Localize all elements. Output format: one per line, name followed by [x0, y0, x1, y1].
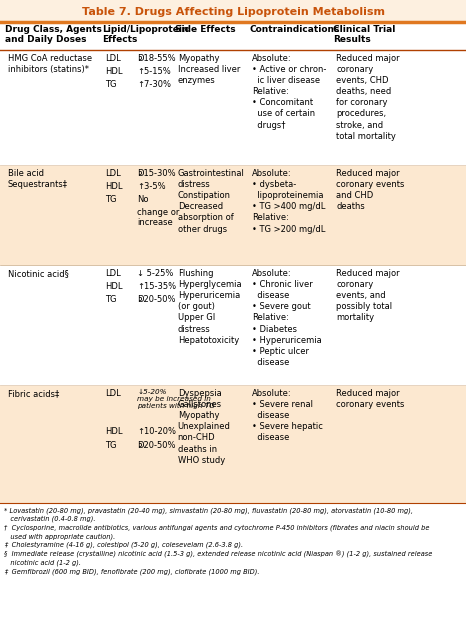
Text: HDL: HDL: [105, 427, 123, 436]
Text: No: No: [137, 195, 149, 204]
Text: Reduced major
coronary
events, and
possibly total
mortality: Reduced major coronary events, and possi…: [336, 269, 400, 323]
Text: ↑10-20%: ↑10-20%: [137, 427, 177, 436]
Text: Bile acid
Sequestrants‡: Bile acid Sequestrants‡: [7, 169, 68, 189]
Text: ↁ18-55%: ↁ18-55%: [137, 54, 176, 63]
Text: HDL: HDL: [105, 282, 123, 291]
Text: TG: TG: [105, 441, 117, 450]
Text: Side Effects: Side Effects: [175, 25, 235, 34]
Text: TG: TG: [105, 195, 117, 204]
Text: ↑15-35%: ↑15-35%: [137, 282, 177, 291]
Text: Myopathy
Increased liver
enzymes: Myopathy Increased liver enzymes: [178, 54, 240, 85]
Text: Reduced major
coronary
events, CHD
deaths, need
for coronary
procedures,
stroke,: Reduced major coronary events, CHD death…: [336, 54, 400, 141]
Text: Gastrointestinal
distress
Constipation
Decreased
absorption of
other drugs: Gastrointestinal distress Constipation D…: [178, 169, 245, 234]
Text: TG: TG: [105, 295, 117, 304]
Text: Reduced major
coronary events: Reduced major coronary events: [336, 389, 404, 409]
Text: Absolute:
• Severe renal
  disease
• Severe hepatic
  disease: Absolute: • Severe renal disease • Sever…: [252, 389, 323, 442]
Bar: [0, 265, 466, 385]
Text: TG: TG: [105, 80, 117, 89]
Text: ↓5-20%
may be increased in
patients with high TG: ↓5-20% may be increased in patients with…: [137, 389, 215, 409]
Bar: [0, 0, 466, 22]
Text: change or
increase: change or increase: [137, 208, 180, 227]
Text: Reduced major
coronary events
and CHD
deaths: Reduced major coronary events and CHD de…: [336, 169, 404, 211]
Text: HMG CoA reductase
inhibitors (statins)*: HMG CoA reductase inhibitors (statins)*: [7, 54, 92, 74]
Text: Absolute:
• Chronic liver
  disease
• Severe gout
Relative:
• Diabetes
• Hyperur: Absolute: • Chronic liver disease • Seve…: [252, 269, 322, 367]
Text: Contraindications: Contraindications: [249, 25, 340, 34]
Bar: [0, 50, 466, 165]
Text: Lipid/Lipoprotein
Effects: Lipid/Lipoprotein Effects: [103, 25, 189, 44]
Text: LDL: LDL: [105, 389, 121, 398]
Text: LDL: LDL: [105, 269, 121, 278]
Text: Clinical Trial
Results: Clinical Trial Results: [333, 25, 396, 44]
Text: Dyspepsia
Gallstones
Myopathy
Unexplained
non-CHD
deaths in
WHO study: Dyspepsia Gallstones Myopathy Unexplaine…: [178, 389, 231, 465]
Text: Flushing
Hyperglycemia
Hyperuricemia
(or gout)
Upper GI
distress
Hepatotoxicity: Flushing Hyperglycemia Hyperuricemia (or…: [178, 269, 241, 344]
Text: ↓ 5-25%: ↓ 5-25%: [137, 269, 174, 278]
Text: HDL: HDL: [105, 67, 123, 76]
Text: ↁ20-50%: ↁ20-50%: [137, 441, 176, 450]
Text: Table 7. Drugs Affecting Lipoprotein Metabolism: Table 7. Drugs Affecting Lipoprotein Met…: [82, 7, 384, 17]
Text: ↑5-15%: ↑5-15%: [137, 67, 171, 76]
Text: Absolute:
• Active or chron-
  ic liver disease
Relative:
• Concomitant
  use of: Absolute: • Active or chron- ic liver di…: [252, 54, 327, 129]
Text: LDL: LDL: [105, 54, 121, 63]
Text: Drug Class, Agents
and Daily Doses: Drug Class, Agents and Daily Doses: [5, 25, 102, 44]
Text: HDL: HDL: [105, 182, 123, 191]
Text: ↁ20-50%: ↁ20-50%: [137, 295, 176, 304]
Text: ↑7-30%: ↑7-30%: [137, 80, 171, 89]
Bar: [0, 22, 466, 50]
Bar: [0, 385, 466, 503]
Text: ↁ15-30%: ↁ15-30%: [137, 169, 176, 178]
Bar: [0, 165, 466, 265]
Text: LDL: LDL: [105, 169, 121, 178]
Text: Absolute:
• dysbeta-
  lipoproteinemia
• TG >400 mg/dL
Relative:
• TG >200 mg/dL: Absolute: • dysbeta- lipoproteinemia • T…: [252, 169, 326, 234]
Text: ↑3-5%: ↑3-5%: [137, 182, 166, 191]
Text: Nicotinic acid§: Nicotinic acid§: [7, 269, 69, 278]
Text: * Lovastatin (20-80 mg), pravastatin (20-40 mg), simvastatin (20-80 mg), fluvast: * Lovastatin (20-80 mg), pravastatin (20…: [4, 507, 432, 575]
Text: Fibric acids‡: Fibric acids‡: [7, 389, 59, 398]
